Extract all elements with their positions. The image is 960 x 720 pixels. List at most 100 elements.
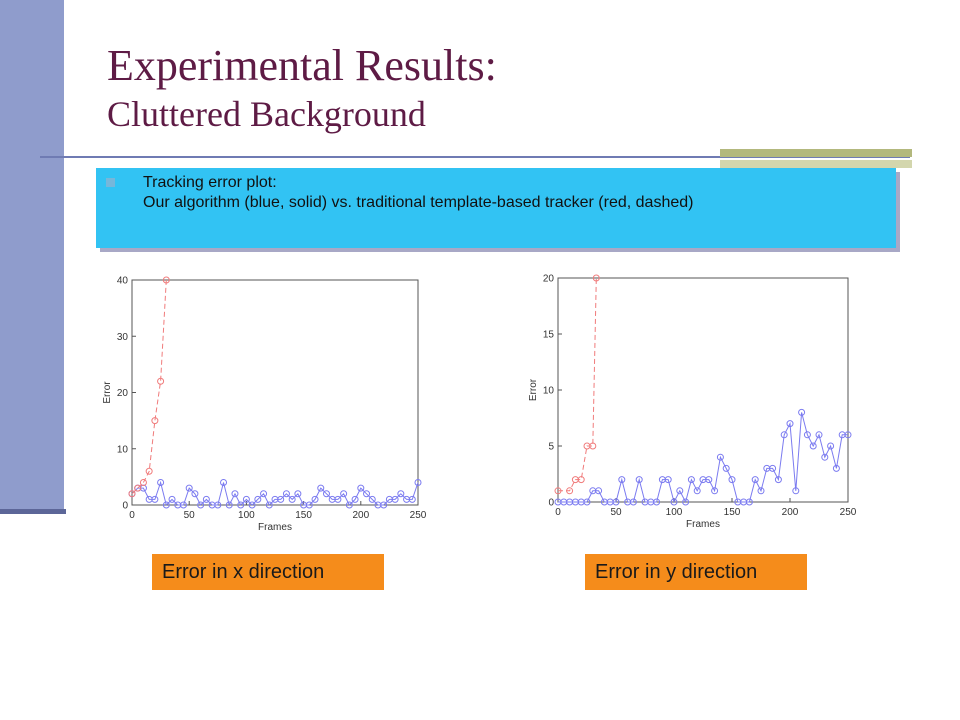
left-decor-shadow [0, 509, 66, 514]
ours-point [340, 490, 348, 498]
ours-point [583, 498, 591, 506]
y-tick-label: 40 [117, 276, 129, 287]
ours-point [728, 476, 736, 484]
ours-point [827, 442, 835, 450]
ours-point [265, 501, 273, 509]
x-tick-label: 0 [555, 507, 561, 518]
callout-box [96, 168, 896, 248]
ours-point [414, 479, 422, 486]
ours-point [345, 501, 353, 509]
ours-point [670, 498, 678, 506]
ours-point [305, 501, 313, 509]
y-tick-label: 20 [117, 388, 129, 399]
left-decor-bar [0, 0, 64, 512]
chart-background [518, 266, 864, 534]
ours-point [237, 501, 245, 509]
x-tick-label: 150 [295, 510, 312, 521]
ours-point [774, 476, 782, 484]
ours-point [815, 431, 823, 439]
traditional-point [592, 274, 600, 282]
ours-point [294, 490, 302, 498]
y-axis-label: Error [102, 381, 113, 404]
ours-point [711, 487, 719, 495]
y-tick-label: 30 [117, 332, 129, 343]
ours-point [751, 476, 759, 484]
ours-point [716, 453, 724, 461]
ours-point [722, 464, 730, 472]
y-axis-label: Error [528, 378, 539, 401]
ours-point [687, 476, 695, 484]
ours-point [202, 495, 210, 503]
ours-point [803, 431, 811, 439]
ours-point [780, 431, 788, 439]
y-tick-label: 15 [543, 330, 555, 341]
chart-y-svg: 0 50 100 150 200 250 0 5 10 15 20 Frames Error [518, 266, 864, 534]
ours-point [612, 498, 620, 506]
traditional-point [128, 490, 136, 498]
bullet-square-icon [106, 178, 115, 187]
ours-point [179, 501, 187, 509]
x-tick-label: 100 [238, 510, 255, 521]
y-tick-label: 10 [543, 386, 555, 397]
traditional-point [157, 377, 165, 385]
ours-point [595, 487, 603, 495]
traditional-point [577, 476, 585, 484]
ours-point [792, 487, 800, 495]
ours-point [821, 453, 829, 461]
ours-point [225, 501, 233, 509]
ours-point [408, 495, 416, 503]
y-tick-label: 0 [122, 501, 128, 512]
ours-point [629, 498, 637, 506]
series-traditional-line [131, 279, 167, 495]
accent-stripe [720, 149, 912, 157]
ours-point [809, 442, 817, 450]
traditional-point [134, 484, 142, 492]
ours-point [664, 476, 672, 484]
ours-point [380, 501, 388, 509]
ours-point [745, 498, 753, 506]
title-line-1: Experimental Results: [107, 41, 497, 90]
ours-point [705, 476, 713, 484]
ours-point [248, 501, 256, 509]
caption-x-direction: Error in x direction [152, 554, 384, 590]
traditional-point [566, 487, 574, 495]
ours-point [769, 464, 777, 472]
bullet-line-1: Tracking error plot: [143, 174, 277, 191]
ours-point [214, 501, 222, 509]
title-divider [40, 156, 910, 158]
ours-point [168, 495, 176, 503]
x-tick-label: 200 [782, 507, 799, 518]
ours-point [682, 498, 690, 506]
title-line-2: Cluttered Background [107, 94, 426, 134]
ours-point [391, 495, 399, 503]
x-tick-label: 100 [666, 507, 683, 518]
ours-point [618, 476, 626, 484]
ours-point [757, 487, 765, 495]
ours-point [254, 495, 262, 503]
x-tick-label: 250 [840, 507, 857, 518]
traditional-point [151, 417, 159, 425]
x-axis-label: Frames [686, 519, 720, 530]
ours-point [693, 487, 701, 495]
ours-point [786, 420, 794, 428]
ours-point [157, 479, 165, 486]
y-tick-label: 0 [548, 498, 554, 509]
accent-stripe-light [720, 160, 912, 168]
ours-point [653, 498, 661, 506]
caption-y-direction: Error in y direction [585, 554, 807, 590]
x-tick-label: 0 [129, 510, 135, 521]
ours-point [334, 495, 342, 503]
ours-point [844, 431, 852, 439]
traditional-point [145, 467, 153, 475]
ours-point [185, 484, 193, 492]
ours-point [363, 490, 371, 498]
ours-point [288, 495, 296, 503]
ours-point [197, 501, 205, 509]
ours-point [676, 487, 684, 495]
series-ours-line [558, 412, 848, 504]
series-traditional-line [558, 277, 597, 492]
ours-point [162, 501, 170, 509]
ours-point [832, 464, 840, 472]
ours-point [368, 495, 376, 503]
ours-point [317, 484, 325, 492]
